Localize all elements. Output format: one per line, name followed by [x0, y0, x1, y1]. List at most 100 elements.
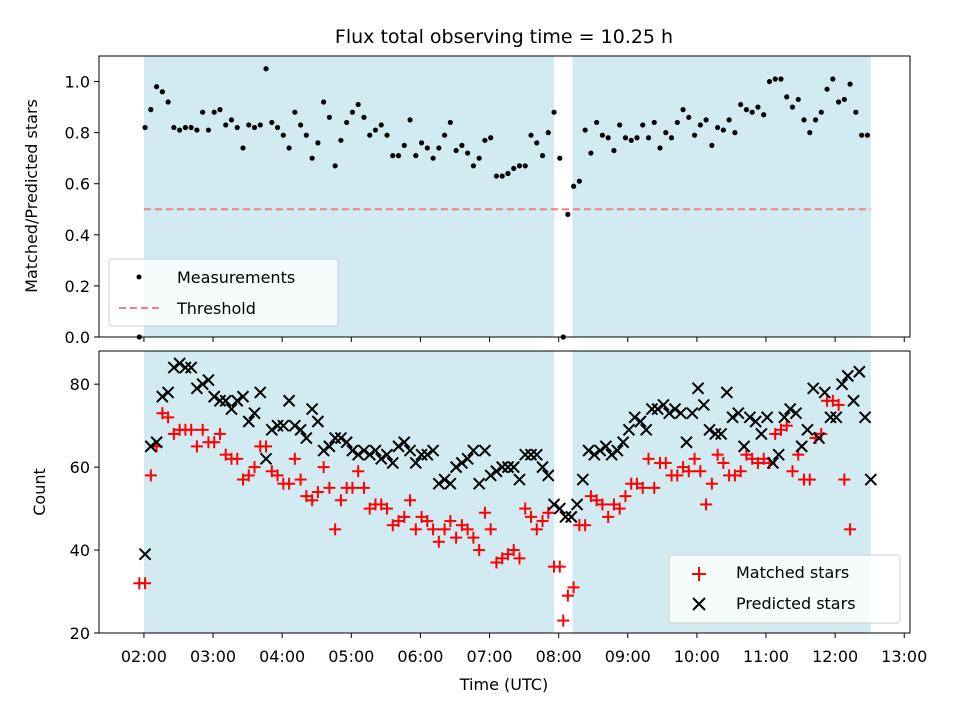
measurement-point — [534, 140, 540, 146]
measurement-point — [505, 170, 511, 177]
predicted-star-point — [703, 423, 716, 437]
predicted-star-point — [219, 394, 232, 407]
bottom-x-tick-label: 08:00 — [536, 647, 582, 666]
matched-star-point — [398, 510, 411, 523]
predicted-star-point — [340, 436, 353, 449]
matched-star-point — [561, 589, 574, 602]
measurement-point — [223, 122, 229, 128]
measurement-point — [703, 117, 709, 123]
matched-star-point — [352, 465, 365, 478]
matched-star-point — [144, 469, 157, 482]
predicted-star-point — [542, 469, 555, 482]
predicted-star-point — [173, 357, 186, 370]
matched-star-point — [450, 531, 463, 544]
measurement-point — [205, 127, 212, 133]
measurement-point — [691, 132, 698, 138]
top-y-tick-label: 1.0 — [65, 73, 90, 92]
predicted-star-point — [461, 452, 474, 466]
predicted-star-point — [248, 406, 261, 420]
measurement-point — [344, 119, 350, 126]
matched-star-point — [542, 506, 555, 519]
predicted-star-point — [714, 427, 728, 441]
measurement-point — [395, 153, 402, 159]
predicted-star-point — [438, 473, 451, 486]
predicted-star-point — [795, 440, 808, 453]
measurement-point — [384, 132, 390, 138]
predicted-star-point — [184, 361, 198, 374]
bottom-x-tick-label: 03:00 — [190, 647, 236, 666]
predicted-star-point — [812, 431, 826, 445]
measurement-point — [482, 137, 488, 143]
measurement-point — [217, 107, 223, 113]
measurement-point — [194, 127, 200, 133]
measurement-point — [292, 109, 298, 115]
predicted-star-point — [519, 448, 532, 461]
matched-star-point — [260, 440, 273, 453]
matched-star-point — [409, 523, 422, 536]
measurement-point — [645, 135, 652, 141]
matched-star-point — [786, 465, 799, 478]
predicted-star-point — [242, 415, 255, 428]
predicted-star-point — [236, 390, 250, 403]
predicted-star-points — [138, 357, 878, 561]
predicted-star-point — [409, 456, 423, 470]
predicted-star-point — [801, 423, 814, 437]
predicted-star-point — [415, 448, 428, 461]
measurement-point — [447, 119, 453, 126]
top-plot-frame — [98, 55, 911, 338]
predicted-star-point — [305, 402, 319, 416]
measurement-point — [355, 101, 361, 108]
predicted-star-point — [524, 448, 538, 461]
top-x-ticks — [143, 337, 905, 342]
bottom-y-tick-label: 80 — [70, 375, 90, 394]
matched-star-point — [619, 490, 632, 503]
chart-title: Flux total observing time = 10.25 h — [335, 26, 673, 48]
measurement-point — [142, 124, 148, 131]
measurement-point — [499, 173, 505, 179]
measurement-point — [332, 163, 338, 169]
predicted-star-point — [651, 402, 664, 416]
predicted-star-point — [847, 394, 860, 407]
measurement-point — [807, 130, 813, 136]
measurement-point — [847, 81, 853, 87]
measurement-point — [594, 119, 600, 126]
predicted-star-point — [783, 402, 797, 416]
matched-star-point — [717, 456, 730, 469]
predicted-star-point — [674, 406, 687, 420]
predicted-star-point — [668, 402, 682, 416]
predicted-star-point — [144, 440, 158, 453]
matched-star-point — [519, 502, 532, 515]
measurement-point — [853, 109, 859, 115]
measurement-point — [338, 137, 344, 143]
predicted-star-point — [202, 373, 215, 387]
measurement-point — [864, 132, 870, 138]
measurement-point — [413, 153, 419, 159]
predicted-star-point — [392, 440, 405, 453]
measurement-point — [234, 124, 240, 131]
measurement-point — [576, 178, 582, 184]
measurement-point — [200, 109, 206, 115]
predicted-star-point — [616, 436, 630, 449]
measurement-point — [859, 132, 865, 138]
measurement-point — [818, 109, 824, 115]
matched-star-point — [208, 436, 221, 449]
legend-matched-marker — [692, 567, 706, 581]
legend-predicted-marker — [692, 597, 706, 611]
measurement-point — [476, 155, 482, 161]
predicted-star-point — [444, 477, 457, 490]
predicted-star-point — [386, 456, 399, 470]
legend-threshold-label: Threshold — [176, 299, 256, 318]
predicted-star-point — [449, 460, 463, 474]
predicted-star-point — [593, 444, 607, 457]
matched-star-point — [427, 523, 440, 536]
predicted-star-point — [559, 510, 572, 524]
measurement-point — [228, 117, 235, 123]
matched-star-point — [596, 498, 609, 511]
bottom-legend-box — [668, 554, 901, 624]
predicted-star-point — [760, 411, 774, 424]
measurement-point — [640, 122, 646, 128]
predicted-star-point — [398, 436, 411, 449]
predicted-star-point — [432, 477, 446, 490]
measurement-point — [605, 135, 611, 141]
